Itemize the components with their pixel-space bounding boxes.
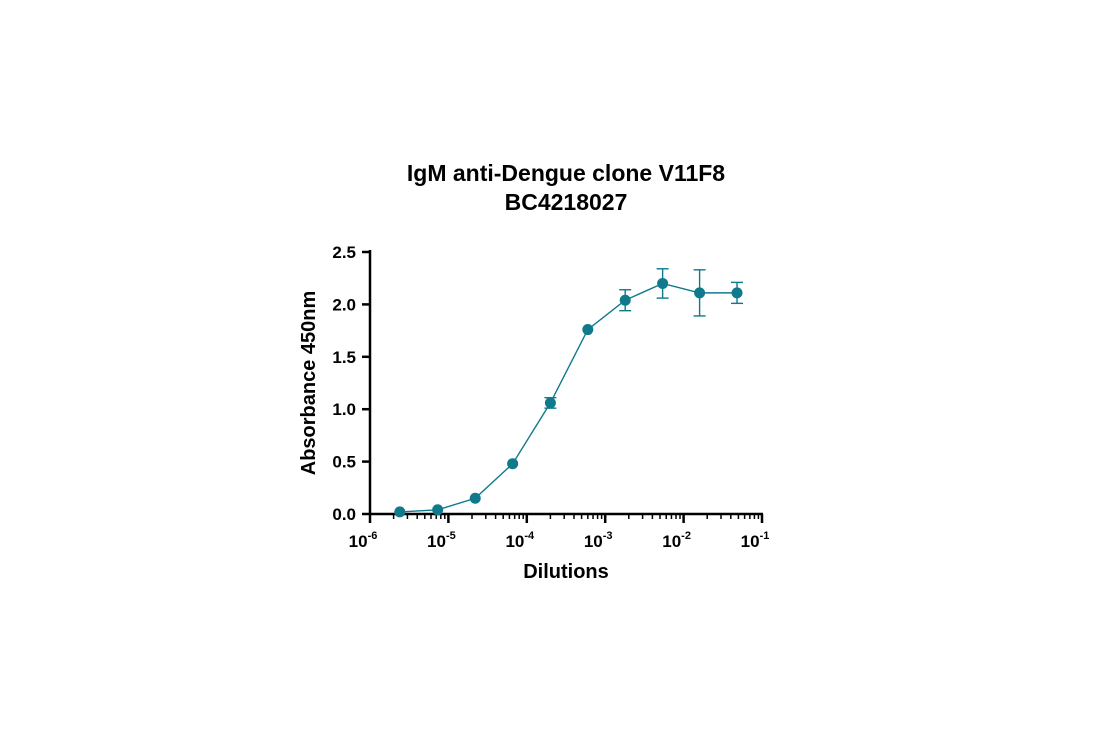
x-tick-label: 10-4 (505, 530, 535, 551)
data-point (507, 458, 519, 470)
data-point (432, 504, 444, 516)
data-point (619, 294, 631, 306)
x-tick-base: 10 (505, 532, 524, 551)
y-tick-label: 2.0 (332, 295, 356, 314)
data-point (469, 492, 481, 504)
x-tick-base: 10 (662, 532, 681, 551)
y-tick-label: 1.0 (332, 400, 356, 419)
x-tick-base: 10 (427, 532, 446, 551)
x-axis-ticks: 10-6 10-5 10-4 10-3 10-2 10-1 (349, 514, 770, 551)
x-tick-label: 10-3 (584, 530, 613, 551)
x-tick-exponent: -6 (368, 530, 378, 542)
data-point (544, 397, 556, 409)
data-point (694, 287, 706, 299)
y-tick-label: 0.0 (332, 505, 356, 524)
data-point (582, 324, 594, 336)
x-tick-exponent: -1 (760, 530, 770, 542)
x-tick-label: 10-2 (662, 530, 691, 551)
series-line (399, 282, 738, 513)
chart-title: IgM anti-Dengue clone V11F8 (407, 160, 725, 186)
data-point (394, 506, 406, 518)
x-tick-label: 10-6 (349, 530, 378, 551)
chart-subtitle: BC4218027 (505, 189, 628, 215)
y-axis-title: Absorbance 450nm (298, 291, 320, 476)
x-tick-base: 10 (349, 532, 368, 551)
data-point (657, 277, 669, 289)
y-tick-label: 1.5 (332, 348, 356, 367)
x-tick-exponent: -4 (524, 530, 535, 542)
y-tick-label: 0.5 (332, 453, 356, 472)
x-tick-exponent: -3 (603, 530, 613, 542)
y-axis-ticks: 0.0 0.5 1.0 1.5 2.0 2.5 (332, 243, 370, 524)
x-tick-base: 10 (584, 532, 603, 551)
x-tick-exponent: -2 (681, 530, 691, 542)
plot-area (394, 268, 744, 518)
x-tick-base: 10 (741, 532, 760, 551)
data-point (731, 287, 743, 299)
x-tick-label: 10-1 (741, 530, 770, 551)
x-tick-label: 10-5 (427, 530, 456, 551)
x-tick-exponent: -5 (446, 530, 456, 542)
x-axis-title: Dilutions (523, 561, 609, 583)
y-tick-label: 2.5 (332, 243, 356, 262)
